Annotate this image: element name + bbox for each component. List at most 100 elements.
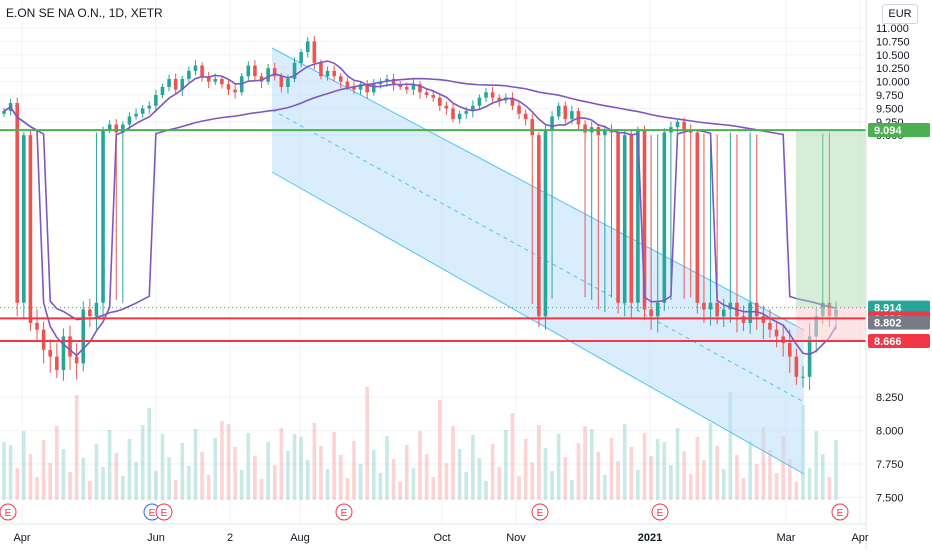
volume-bar [121,476,125,500]
candle-body [444,105,449,109]
volume-bar [556,434,561,500]
candle-body [312,41,317,63]
target-zone[interactable] [796,130,866,308]
volume-bar [279,428,284,500]
candle-body [259,76,264,82]
channel-mid-line[interactable] [271,109,805,403]
x-tick-label: 2 [227,532,233,544]
candle-body [193,65,198,71]
volume-bar [2,442,6,500]
earnings-marker[interactable] [531,503,549,521]
volume-bar [464,472,469,500]
volume-bar [226,424,231,500]
volume-bar [748,441,752,500]
volume-bar [398,482,402,500]
volume-bar [286,451,290,500]
volume-bar [576,443,581,500]
volume-bar [220,421,224,500]
stop-zone[interactable] [796,307,866,341]
candle-body [279,76,284,87]
earnings-marker[interactable] [0,503,17,521]
candle-body [352,86,356,90]
channel-lower-line[interactable] [271,171,805,475]
candle-body [187,70,191,79]
earnings-marker-label[interactable]: E [537,508,544,519]
candle-body [629,135,634,303]
volume-bar [61,449,66,500]
candle-body [801,376,805,378]
candle-body [332,70,336,77]
volume-bar [187,466,191,500]
earnings-marker-label[interactable]: E [5,508,12,519]
earnings-marker-label[interactable]: E [149,508,156,519]
volume-bar [107,430,112,500]
candle-body [418,84,422,93]
y-tick-label: 10.500 [876,50,910,62]
currency-button[interactable]: EUR [882,4,918,24]
volume-bar [173,480,178,500]
candle-body [2,111,6,114]
volume-bar [642,433,647,500]
candle-body [484,92,488,98]
volume-bar [233,447,237,500]
earnings-marker[interactable] [831,503,849,521]
horizontal-levels[interactable] [0,129,866,342]
earnings-marker-label[interactable]: E [161,508,168,519]
volume-bar [193,429,198,500]
volume-bar [35,477,39,500]
volume-bar [781,436,785,500]
price-label-box [868,315,930,330]
volume-bar [358,464,363,500]
y-tick-label: 9.500 [876,103,904,115]
volume-bar [523,439,528,500]
volume-bar [259,479,264,500]
candle-body [134,113,138,117]
candle-body [272,68,277,77]
volume-bar [471,435,475,500]
volume-bar [636,470,640,500]
earnings-marker[interactable] [155,503,173,521]
candle-body [15,103,20,303]
candle-body [794,356,799,377]
volume-bar [378,473,383,500]
candle-body [48,349,53,357]
x-tick-label: Nov [506,532,526,544]
volume-bar [55,426,59,500]
candle-body [451,108,455,120]
volume-bar [391,459,396,500]
volume-bar [728,392,733,500]
candle-body [213,78,218,82]
candle-body [642,129,647,310]
volume-bar [272,465,277,500]
volume-bar [669,465,673,500]
earnings-marker-label[interactable]: E [657,508,664,519]
earnings-marker[interactable] [335,503,353,521]
candle-body [173,78,178,90]
candle-body [365,84,369,93]
x-tick-label: Apr [851,532,868,544]
time-axis[interactable]: Apr Jun 2 Aug Oct Nov 2021 Mar Apr [0,523,869,544]
volume-bar [451,426,455,500]
y-tick-label: 10.750 [876,36,910,48]
candle-body [404,86,409,90]
volume-bar [761,427,766,500]
candle-body [35,322,39,330]
earnings-marker-label[interactable]: E [837,508,844,519]
volume-bar [371,450,376,500]
volume-bar [15,468,20,500]
earnings-marker-label[interactable]: E [341,508,348,519]
candle-body [649,309,653,317]
earnings-marker[interactable] [651,503,669,521]
volume-bar [517,476,521,500]
candle-body [345,81,350,87]
volume-bar [253,456,257,500]
volume-bar [127,439,132,500]
candle-body [22,135,26,303]
volume-bar [688,474,693,500]
candle-body [253,65,257,77]
volume-bar [695,437,700,500]
